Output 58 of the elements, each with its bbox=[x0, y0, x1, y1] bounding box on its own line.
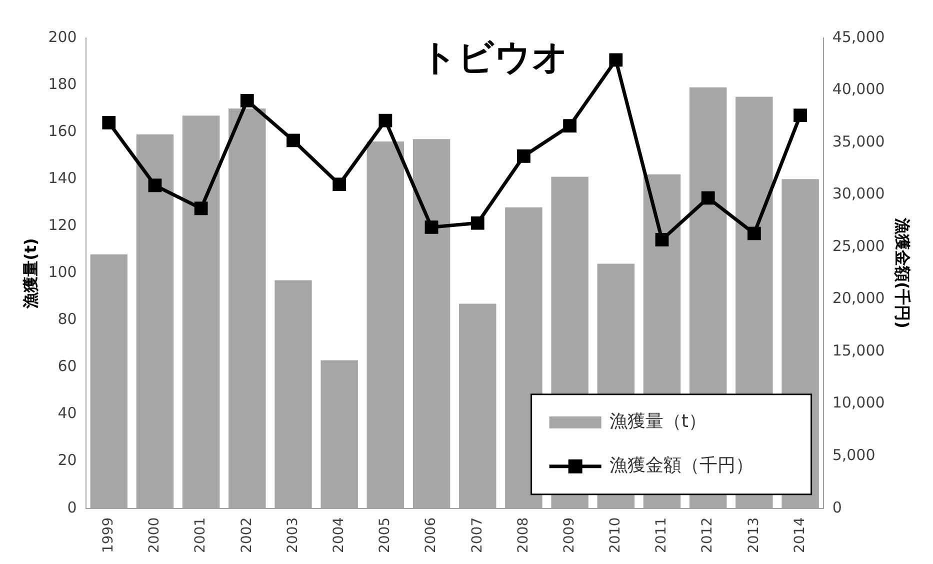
y2-axis-title: 漁獲金額(千円) bbox=[893, 216, 912, 328]
point bbox=[286, 134, 300, 148]
x-tick-label: 2008 bbox=[515, 517, 532, 554]
y-axis-title: 漁獲量(t) bbox=[20, 238, 40, 310]
y2-tick-label: 5,000 bbox=[832, 446, 876, 464]
y2-tick-label: 25,000 bbox=[832, 236, 885, 255]
y2-tick-label: 30,000 bbox=[832, 184, 885, 203]
point bbox=[701, 191, 715, 205]
x-tick-label: 2013 bbox=[746, 517, 762, 554]
point bbox=[563, 119, 577, 133]
point bbox=[470, 216, 484, 230]
x-tick-label: 2007 bbox=[469, 517, 486, 554]
x-tick-label: 2004 bbox=[330, 517, 347, 554]
y-tick-label: 100 bbox=[48, 263, 77, 282]
y-tick-label: 40 bbox=[58, 404, 77, 422]
point bbox=[747, 226, 761, 240]
point bbox=[332, 178, 346, 192]
point bbox=[609, 53, 623, 67]
y-tick-label: 60 bbox=[58, 357, 77, 376]
y2-tick-label: 35,000 bbox=[832, 132, 885, 150]
x-tick-label: 2014 bbox=[792, 517, 808, 554]
x-tick-label: 2012 bbox=[700, 517, 716, 554]
point bbox=[655, 233, 669, 246]
x-tick-label: 2005 bbox=[377, 517, 394, 554]
y-tick-label: 160 bbox=[48, 122, 77, 140]
x-tick-label: 2010 bbox=[608, 517, 624, 554]
point bbox=[424, 220, 438, 234]
x-tick-label: 2001 bbox=[192, 517, 209, 554]
x-tick-label: 2006 bbox=[423, 517, 440, 554]
chart-title: トビウオ bbox=[420, 37, 569, 78]
point bbox=[102, 116, 116, 130]
x-tick-label: 1999 bbox=[100, 517, 117, 554]
point bbox=[194, 202, 208, 216]
y-tick-label: 20 bbox=[58, 451, 77, 470]
y2-tick-label: 0 bbox=[832, 498, 842, 516]
y2-tick-label: 15,000 bbox=[832, 341, 885, 360]
point bbox=[378, 114, 392, 128]
x-tick-label: 2011 bbox=[654, 517, 670, 554]
y-tick-label: 120 bbox=[48, 216, 77, 234]
point bbox=[240, 94, 254, 108]
y-tick-label: 80 bbox=[58, 310, 77, 328]
legend-label: 漁獲金額（千円） bbox=[609, 455, 754, 476]
y-tick-label: 0 bbox=[67, 498, 77, 516]
y2-tick-label: 40,000 bbox=[832, 80, 885, 98]
legend-label: 漁獲量（t） bbox=[609, 411, 706, 432]
y2-tick-label: 10,000 bbox=[832, 394, 885, 412]
point bbox=[794, 108, 807, 122]
y2-tick-label: 45,000 bbox=[832, 28, 885, 46]
point bbox=[148, 178, 162, 192]
x-tick-label: 2002 bbox=[238, 517, 255, 554]
y-tick-label: 180 bbox=[48, 74, 77, 93]
x-tick-label: 2000 bbox=[146, 517, 163, 554]
y2-tick-label: 20,000 bbox=[832, 289, 885, 308]
y-tick-label: 140 bbox=[48, 169, 77, 187]
y-tick-label: 200 bbox=[48, 28, 77, 46]
x-tick-label: 2009 bbox=[561, 517, 578, 554]
point bbox=[517, 149, 530, 163]
x-tick-label: 2003 bbox=[284, 517, 301, 554]
